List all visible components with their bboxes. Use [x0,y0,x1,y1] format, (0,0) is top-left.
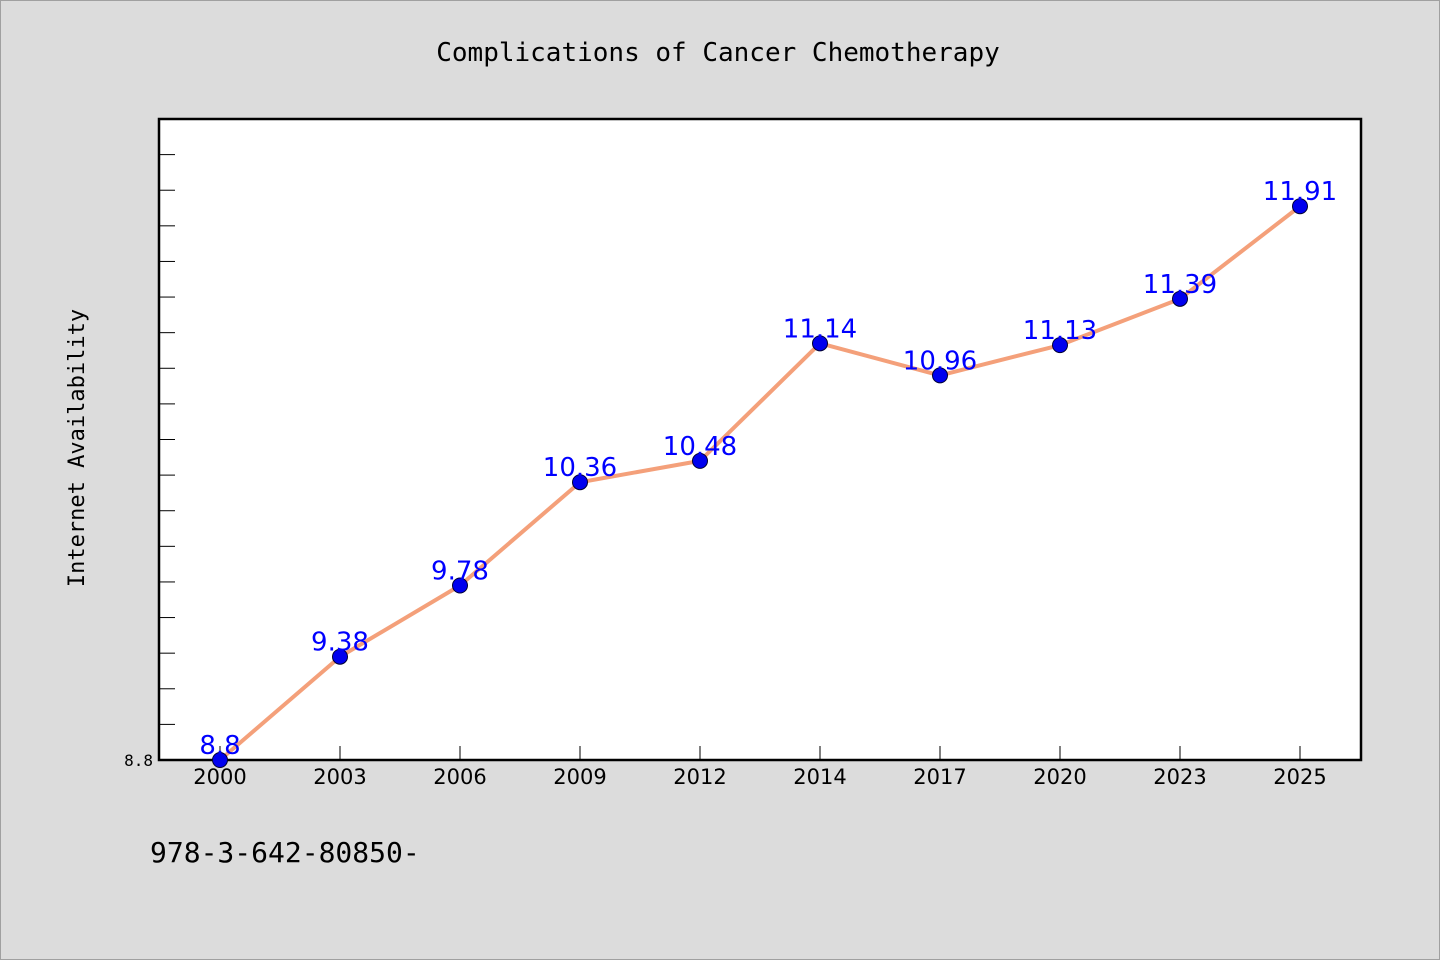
x-tick-label: 2012 [673,765,726,789]
x-tick-labels: 2000 2003 2006 2009 2012 2014 2017 2020 2023 2025 [193,765,1326,789]
x-tick-label: 2025 [1273,765,1326,789]
x-tick-label: 2023 [1153,765,1206,789]
data-point [212,752,228,768]
data-label: 11.39 [1143,270,1217,300]
data-point [812,335,828,352]
data-point [332,648,348,665]
chart-title: Complications of Cancer Chemotherapy [436,38,1000,68]
x-tick-label: 2009 [553,765,606,789]
data-label: 10.96 [903,346,977,376]
y-tick-labels: 8.8 [124,751,153,770]
y-axis-label: Internet Availability [65,309,90,587]
data-point [572,474,588,491]
x-ticks [219,746,1301,760]
data-point [452,577,468,594]
data-label: 11.14 [783,314,857,344]
y-minor-ticks [159,118,175,761]
data-label: 10.36 [543,453,617,483]
plot-area [157,117,1363,762]
series-line [218,204,1302,762]
data-point [1172,290,1188,307]
data-point [1292,198,1308,215]
data-label: 9.78 [431,557,489,587]
data-point [932,367,948,384]
y-tick-label: 8.8 [124,751,153,770]
data-point [1052,337,1068,354]
x-tick-label: 2000 [193,765,246,789]
data-label-layer: 8.8 9.38 9.78 10.36 10.48 11.14 10.96 11.13 11.3… [199,177,1337,761]
data-label: 9.38 [311,628,369,658]
footer-text: 978-3-642-80850- [150,836,420,869]
x-tick-label: 2017 [913,765,966,789]
x-tick-label: 2006 [433,765,486,789]
x-tick-label: 2003 [313,765,366,789]
series-layer [212,198,1308,768]
data-label: 11.13 [1023,316,1097,346]
x-tick-label: 2020 [1033,765,1086,789]
data-point [692,452,708,469]
x-tick-label: 2014 [793,765,846,789]
data-label: 10.48 [663,432,737,462]
data-label: 11.91 [1263,177,1337,207]
data-label: 8.8 [199,731,240,761]
